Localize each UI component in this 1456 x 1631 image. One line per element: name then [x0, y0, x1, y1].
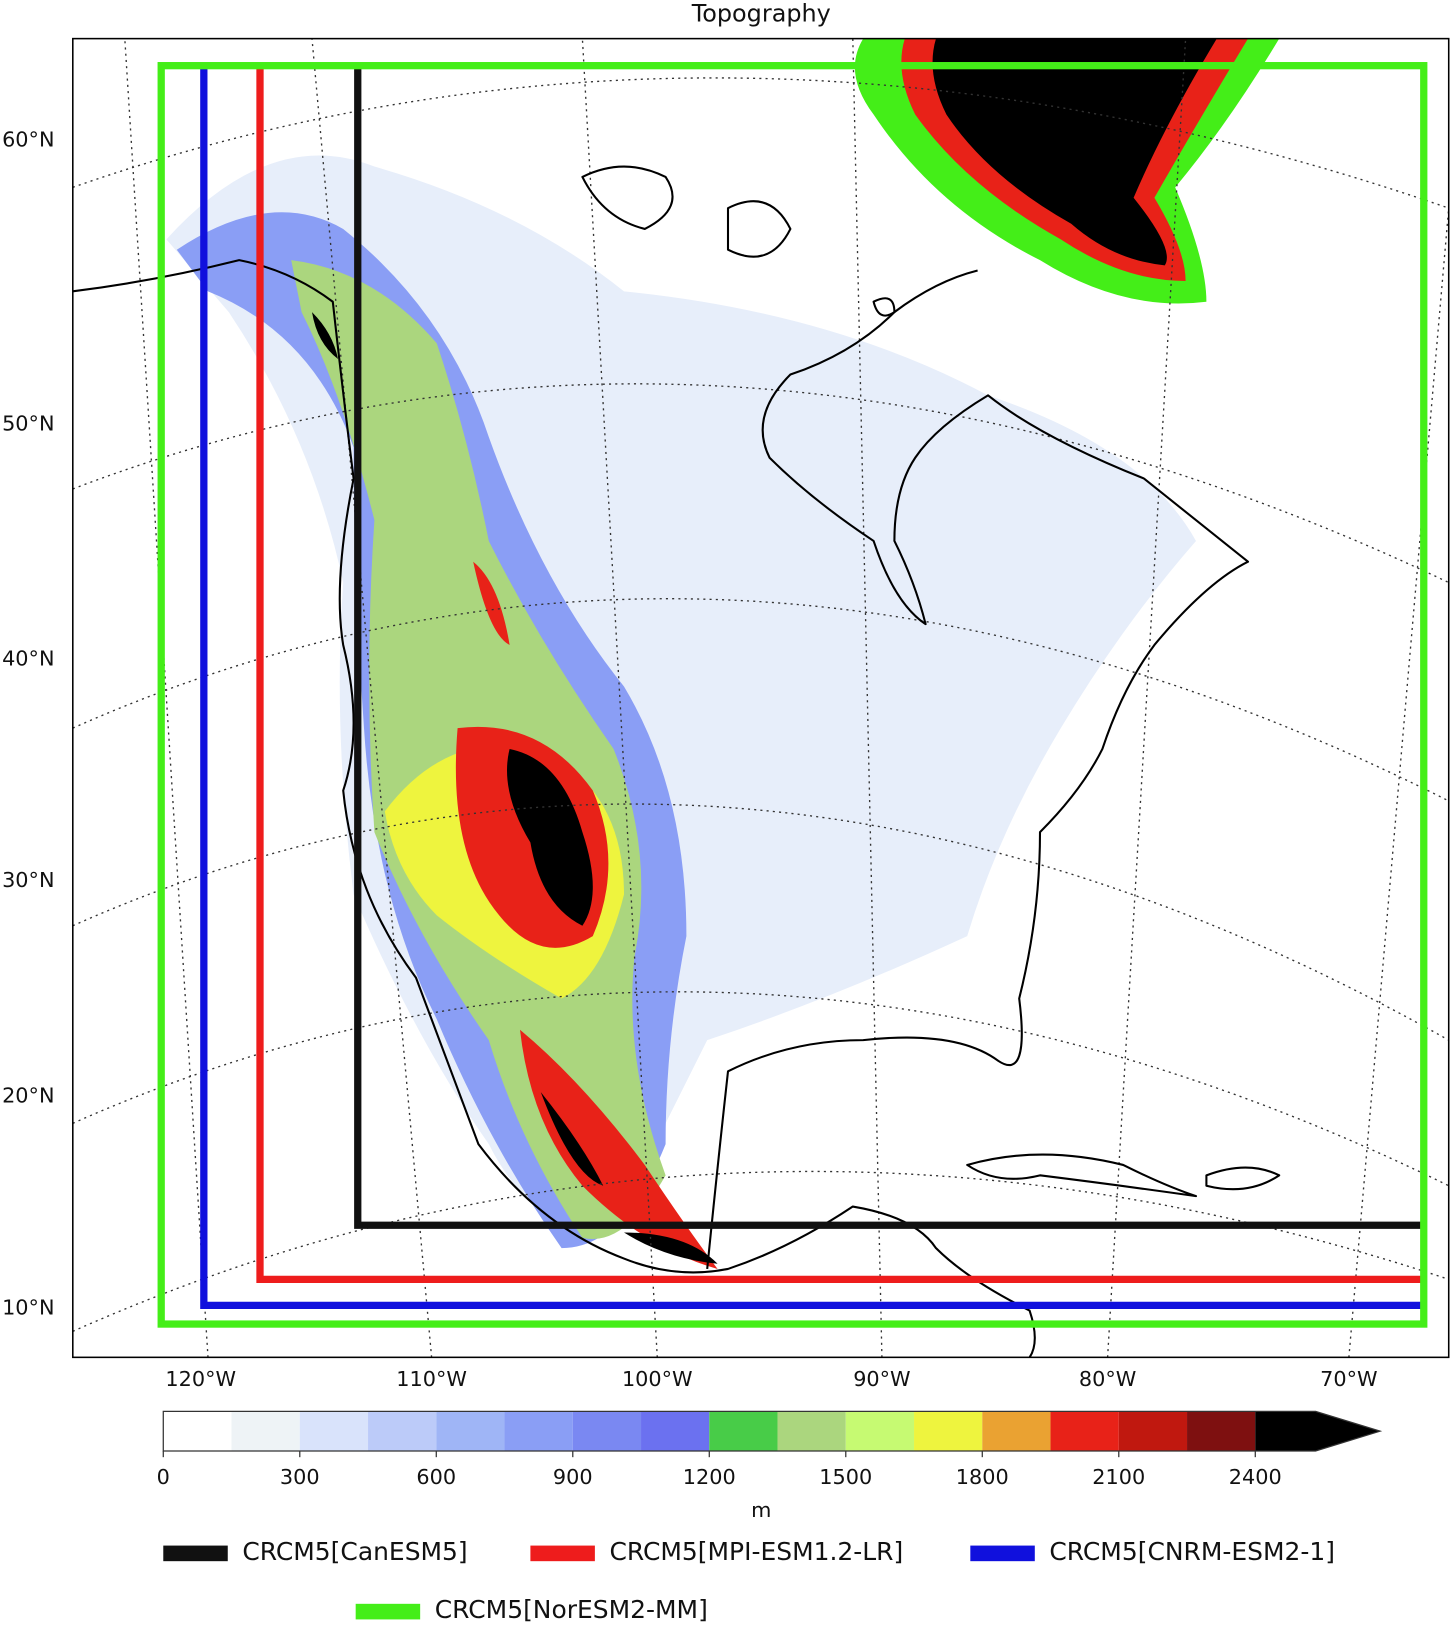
lat-label: 60°N — [2, 128, 54, 152]
domain-box — [157, 62, 1428, 1328]
colorbar-segment — [504, 1411, 573, 1451]
map-title: Topography — [691, 0, 831, 28]
legend-swatch — [163, 1545, 228, 1562]
legend-swatch — [970, 1545, 1035, 1562]
colorbar-tick-label: 300 — [280, 1465, 320, 1489]
colorbar-outline — [162, 1410, 1383, 1452]
colorbar-tick-label: 1500 — [819, 1465, 872, 1489]
colorbar-segment — [368, 1411, 437, 1451]
domain-box — [256, 67, 1421, 1283]
colorbar-segment — [572, 1411, 642, 1451]
colorbar-tick-label: 2100 — [1092, 1465, 1145, 1489]
meridians — [124, 38, 1449, 1358]
colorbar-unit: m — [751, 1498, 771, 1522]
lon-label: 80°W — [1079, 1367, 1136, 1391]
colorbar-tick-label: 1200 — [683, 1465, 736, 1489]
domain-box — [354, 67, 1421, 1229]
map-frame — [72, 37, 1450, 1359]
colorbar-segment — [231, 1411, 300, 1451]
legend-label: CRCM5[MPI-ESM1.2-LR] — [609, 1537, 903, 1566]
axis-labels: 60°N 50°N 40°N 30°N 20°N 10°N 120°W 110°W 100°W 9… — [2, 128, 1378, 1392]
lat-label: 30°N — [2, 868, 54, 892]
lat-label: 50°N — [2, 411, 54, 435]
colorbar-segment — [777, 1411, 846, 1451]
legend-label: CRCM5[CNRM-ESM2-1] — [1049, 1537, 1335, 1566]
colorbar-tick-label: 2400 — [1229, 1465, 1282, 1489]
legend-swatch — [530, 1545, 595, 1562]
greenland-ice — [932, 38, 1217, 266]
terrain-summit — [312, 312, 718, 1264]
legend-swatch — [355, 1603, 421, 1620]
colorbar-tick-label: 0 — [157, 1465, 170, 1489]
lon-label: 120°W — [165, 1367, 236, 1391]
colorbar-segment — [914, 1411, 983, 1451]
domain-boxes — [157, 62, 1428, 1328]
colorbar-segment — [641, 1411, 710, 1451]
legend-label: CRCM5[NorESM2-MM] — [435, 1595, 708, 1624]
colorbar: 0 300 600 900 1200 1500 1800 2100 2400 m — [157, 1410, 1383, 1522]
lat-label: 10°N — [2, 1295, 54, 1319]
colorbar-segment — [1187, 1411, 1256, 1451]
lat-label: 20°N — [2, 1083, 54, 1107]
colorbar-segment — [436, 1411, 505, 1451]
lat-label: 40°N — [2, 647, 54, 671]
lon-label: 90°W — [853, 1367, 910, 1391]
legend-label: CRCM5[CanESM5] — [242, 1537, 467, 1566]
colorbar-segment — [299, 1411, 369, 1451]
colorbar-extension — [1255, 1411, 1381, 1451]
map-area — [72, 38, 1449, 1358]
colorbar-segment — [982, 1411, 1051, 1451]
coastline — [72, 259, 1250, 1358]
lon-label: 110°W — [396, 1367, 467, 1391]
legend: CRCM5[CanESM5] CRCM5[MPI-ESM1.2-LR] CRCM5[… — [163, 1537, 1335, 1624]
domain-box — [200, 67, 1421, 1309]
colorbar-segment — [163, 1411, 232, 1451]
colorbar-tick-label: 1800 — [956, 1465, 1009, 1489]
colorbar-segment — [1118, 1411, 1188, 1451]
colorbar-tick-label: 600 — [416, 1465, 456, 1489]
colorbar-tick-label: 900 — [553, 1465, 593, 1489]
colorbar-segment — [1050, 1411, 1119, 1451]
colorbar-segment — [709, 1411, 778, 1451]
lon-label: 100°W — [622, 1367, 693, 1391]
islands — [581, 165, 1281, 1198]
colorbar-segment — [845, 1411, 915, 1451]
lon-label: 70°W — [1320, 1367, 1377, 1391]
